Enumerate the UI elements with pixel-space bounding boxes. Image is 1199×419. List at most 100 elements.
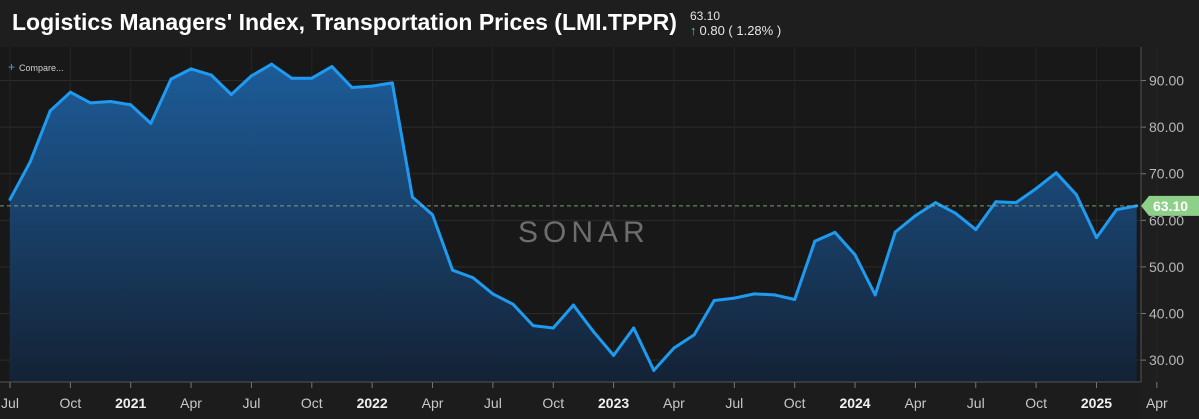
x-tick-label: Apr — [905, 395, 927, 411]
data-point — [451, 268, 455, 272]
x-tick-label: Apr — [180, 395, 202, 411]
chart-title: Logistics Managers' Index, Transportatio… — [12, 9, 677, 35]
x-tick-label: Oct — [542, 395, 564, 411]
y-tick-label: 60.00 — [1149, 212, 1184, 228]
x-tick-label: Jul — [967, 395, 985, 411]
data-point — [1115, 208, 1119, 212]
x-tick-label: Oct — [301, 395, 323, 411]
data-point — [571, 303, 575, 307]
data-point — [813, 239, 817, 243]
x-tick-label: Apr — [663, 395, 685, 411]
data-point — [28, 160, 32, 164]
compare-label: Compare... — [19, 63, 64, 73]
data-point — [1014, 201, 1018, 205]
reference-layer: 63.10 — [0, 195, 1199, 216]
data-point — [732, 296, 736, 300]
data-point — [89, 101, 92, 105]
data-point — [249, 74, 253, 78]
data-point — [672, 346, 676, 350]
data-point — [692, 333, 696, 337]
x-tick-label: 2025 — [1081, 395, 1112, 411]
data-point — [1034, 187, 1038, 191]
data-point — [511, 302, 515, 306]
data-point — [290, 76, 294, 80]
last-value-label: 63.10 — [1153, 198, 1188, 214]
x-tick-label: 2022 — [357, 395, 388, 411]
watermark-sonar: SONAR — [518, 216, 650, 249]
axes: 30.00 40.00 50.00 60.00 70.00 80.00 90.00 Jul Oc… — [0, 47, 1184, 411]
change-value: 0.80 ( 1.28% ) — [699, 23, 782, 38]
y-tick-label: 90.00 — [1149, 73, 1184, 89]
data-point — [592, 330, 595, 334]
data-point — [370, 84, 374, 88]
data-point — [310, 76, 314, 80]
compare-button[interactable]: + Compare... — [8, 60, 64, 74]
data-point — [471, 276, 475, 280]
data-point — [853, 253, 857, 257]
arrow-up-icon: ↑ — [690, 23, 697, 38]
data-point — [129, 103, 133, 107]
area-layer — [8, 62, 1139, 382]
data-point — [1095, 236, 1098, 240]
x-tick-label: 2023 — [598, 395, 629, 411]
x-axis-panel — [0, 382, 1141, 419]
data-point — [229, 93, 233, 96]
data-point — [531, 324, 535, 328]
data-point — [189, 67, 193, 71]
data-point — [994, 200, 998, 204]
last-value-marker — [1141, 195, 1199, 216]
chart-header: Logistics Managers' Index, Transportatio… — [0, 0, 1199, 47]
data-point — [350, 86, 354, 89]
data-point — [632, 326, 636, 330]
data-point — [149, 121, 153, 125]
data-point — [1054, 171, 1058, 175]
x-tick-label: Jul — [484, 395, 502, 411]
y-tick-label: 40.00 — [1149, 306, 1184, 322]
data-point — [390, 81, 394, 85]
data-point — [109, 100, 113, 103]
x-tick-label: Apr — [1146, 395, 1168, 411]
data-point — [48, 109, 52, 113]
x-tick-label: Oct — [59, 395, 81, 411]
data-point — [652, 368, 656, 372]
data-point — [491, 292, 495, 296]
data-point — [712, 299, 716, 302]
data-point — [974, 228, 978, 232]
y-tick-label: 80.00 — [1149, 119, 1184, 135]
data-point — [68, 90, 72, 94]
data-point — [330, 65, 334, 69]
x-tick-label: 2021 — [115, 395, 146, 411]
x-tick-label: Oct — [1025, 395, 1047, 411]
x-tick-label: 2024 — [839, 395, 870, 411]
data-point — [612, 353, 616, 357]
change-readout: ↑ 0.80 ( 1.28% ) — [690, 23, 781, 38]
data-point — [954, 211, 958, 215]
data-point — [551, 326, 555, 330]
data-point — [431, 213, 434, 217]
x-tick-label: Jul — [242, 395, 260, 411]
x-tick-label: Jul — [1, 395, 19, 411]
data-point — [8, 197, 12, 201]
data-point — [1074, 193, 1078, 197]
x-tick-label: Jul — [725, 395, 743, 411]
y-tick-label: 70.00 — [1149, 166, 1184, 182]
data-point — [773, 293, 777, 297]
data-point — [873, 293, 877, 297]
data-point — [209, 73, 213, 77]
y-tick-label: 50.00 — [1149, 259, 1184, 275]
data-point — [893, 230, 897, 234]
y-tick-label: 30.00 — [1149, 352, 1184, 368]
x-tick-label: Apr — [422, 395, 444, 411]
plus-icon: + — [8, 60, 16, 74]
x-tick-label: Oct — [784, 395, 806, 411]
data-point — [793, 298, 797, 301]
data-point — [169, 77, 173, 81]
series-area — [10, 64, 1137, 382]
data-point — [934, 201, 937, 205]
data-point — [270, 62, 274, 66]
last-value: 63.10 — [690, 9, 721, 23]
data-point — [833, 230, 837, 234]
data-point — [752, 292, 756, 296]
data-point — [913, 214, 917, 218]
